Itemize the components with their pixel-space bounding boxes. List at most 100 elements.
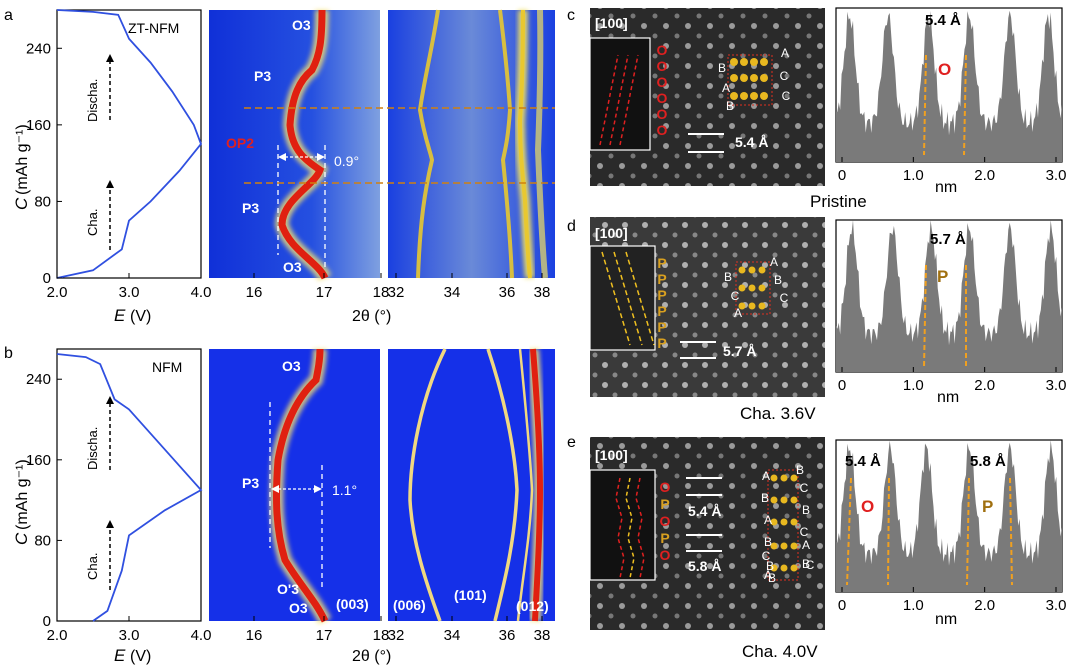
two-theta-tick-label: 17 <box>316 627 333 644</box>
x-tick-label: 3.0 <box>119 627 140 644</box>
xrd-heatmap-a-right <box>388 9 555 279</box>
nm-tick-label: 1.0 <box>903 167 924 184</box>
charge-arrowhead-b <box>106 520 114 528</box>
peak-distance-1-e: 5.4 Å <box>845 453 881 470</box>
stack-letter-O: O <box>657 90 668 106</box>
pattern-label-p3-b: P3 <box>242 475 259 491</box>
peak-distance-c: 5.4 Å <box>925 12 961 29</box>
sequence-letter-C: C <box>782 89 791 103</box>
x-tick-label: 2.0 <box>47 627 68 644</box>
x-axis-ticks-a: 2.0 3.0 4.0 <box>47 273 211 301</box>
y-tick-label: 240 <box>26 40 51 57</box>
two-theta-tick-label: 38 <box>534 627 551 644</box>
sequence-letter-C: C <box>780 291 789 305</box>
spacing-label-1-e: 5.4 Å <box>688 503 721 519</box>
two-theta-tick-label: 18 <box>373 627 390 644</box>
nm-title-c: nm <box>935 179 957 196</box>
peak-label-012: (012) <box>516 598 549 614</box>
caption-e: Cha. 4.0V <box>742 642 818 661</box>
y-tick-label: 0 <box>43 270 51 287</box>
y-tick-label: 160 <box>26 117 51 134</box>
zone-axis-d: [100] <box>595 225 628 241</box>
spacing-label-d: 5.7 Å <box>723 343 756 359</box>
y-axis-title-a: C <box>12 197 31 210</box>
phase-label-d: P <box>937 267 948 286</box>
nm-ticks-e: 0 1.0 2.0 3.0 <box>838 587 1066 614</box>
stack-letter-P: P <box>657 255 666 271</box>
y-axis-unit-b: (mAh g⁻¹) <box>14 459 31 530</box>
sequence-letter-B: B <box>802 557 810 571</box>
sample-label-a: ZT-NFM <box>128 20 179 36</box>
x-axis-unit-b: (V) <box>130 648 151 665</box>
shift-arrowhead-left-b <box>271 485 279 493</box>
two-theta-title-b: 2θ (°) <box>352 648 391 665</box>
sequence-letter-B: B <box>761 491 769 505</box>
sequence-letter-B: B <box>796 463 804 477</box>
two-theta-tick-label: 38 <box>534 284 551 301</box>
sequence-letter-B: B <box>766 559 774 573</box>
crystal-model-d <box>735 261 771 315</box>
peak-label-003: (003) <box>336 596 369 612</box>
stack-letter-O: O <box>657 58 668 74</box>
zone-axis-c: [100] <box>595 15 628 31</box>
stack-letter-P: P <box>660 530 669 546</box>
shift-label-b: 1.1° <box>332 482 357 498</box>
peak-distance-d: 5.7 Å <box>930 231 966 248</box>
voltage-curve-line-A <box>56 9 203 279</box>
panel-letter-e: e <box>567 434 576 451</box>
dashed-stack-d <box>601 251 655 346</box>
stack-letter-O: O <box>660 513 671 529</box>
intensity-area-C <box>836 10 1062 163</box>
two-theta-tick-label: 17 <box>316 284 333 301</box>
discharge-arrowhead-a <box>106 54 114 62</box>
sequence-letter-A: A <box>781 46 789 60</box>
y-axis-ticks-b: 0 80 160 240 <box>26 371 62 630</box>
stack-letter-O: O <box>660 547 671 563</box>
sequence-letter-C: C <box>731 289 740 303</box>
nm-ticks-d: 0 1.0 2.0 3.0 <box>838 367 1067 394</box>
two-theta-tick-label: 34 <box>444 627 461 644</box>
shift-arrowhead-right-a <box>317 153 325 161</box>
voltage-curve-line-B <box>56 353 203 622</box>
stack-letter-P: P <box>657 303 666 319</box>
peak-label-101: (101) <box>454 587 487 603</box>
nm-tick-label: 3.0 <box>1046 377 1067 394</box>
nm-tick-label: 0 <box>838 167 846 184</box>
stem-inset-e <box>589 469 656 581</box>
sequence-letters-d: AB BC CA <box>724 255 789 320</box>
stack-letter-O: O <box>657 42 668 58</box>
nm-title-d: nm <box>937 389 959 406</box>
phase-label-1-e: O <box>861 497 874 516</box>
discha-label-a: Discha. <box>85 79 100 122</box>
sequence-letter-A: A <box>764 568 772 582</box>
intensity-area-D <box>836 220 1062 372</box>
nm-tick-label: 3.0 <box>1046 167 1067 184</box>
nm-tick-label: 1.0 <box>903 597 924 614</box>
two-theta-tick-label: 16 <box>246 627 263 644</box>
sequence-letter-C: C <box>800 525 809 539</box>
sequence-letter-A: A <box>764 513 772 527</box>
intensity-area-E <box>836 440 1062 592</box>
charge-arrowhead-a <box>106 180 114 188</box>
sequence-letter-B: B <box>718 61 726 75</box>
sequence-letter-A: A <box>802 538 810 552</box>
sequence-letter-A: A <box>722 81 730 95</box>
pattern-label-o3-prime-b: O'3 <box>277 581 299 597</box>
sequence-letter-B: B <box>768 571 776 585</box>
stack-letter-P: P <box>657 271 666 287</box>
spacing-label-2-e: 5.8 Å <box>688 558 721 574</box>
stack-letter-O: O <box>660 479 671 495</box>
y-tick-label: 80 <box>34 532 51 549</box>
crystal-model-c <box>727 54 773 106</box>
y-tick-label: 240 <box>26 371 51 388</box>
sample-label-b: NFM <box>152 359 182 375</box>
sequence-letter-B: B <box>724 270 732 284</box>
intensity-profile-d <box>836 220 1062 372</box>
sequence-letter-A: A <box>770 255 778 269</box>
sequence-letter-C: C <box>762 549 771 563</box>
shift-label-a: 0.9° <box>334 153 359 169</box>
